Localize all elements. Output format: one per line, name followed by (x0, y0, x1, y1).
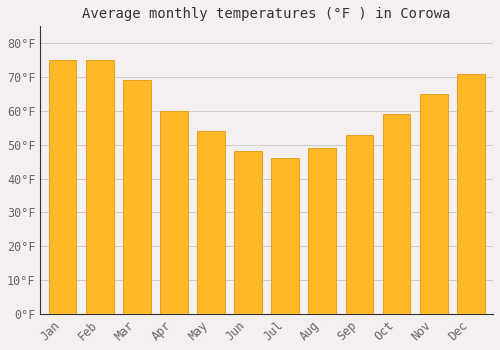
Bar (160, 111, 188, 314)
Bar (420, 94, 448, 314)
Bar (197, 131, 225, 314)
Bar (123, 80, 150, 314)
Title: Average monthly temperatures (°F ) in Corowa: Average monthly temperatures (°F ) in Co… (82, 7, 451, 21)
Bar (308, 148, 336, 314)
Bar (457, 74, 484, 314)
Bar (86, 60, 114, 314)
Bar (272, 158, 299, 314)
Bar (234, 152, 262, 314)
Bar (48, 60, 76, 314)
Bar (346, 134, 374, 314)
Bar (382, 114, 410, 314)
